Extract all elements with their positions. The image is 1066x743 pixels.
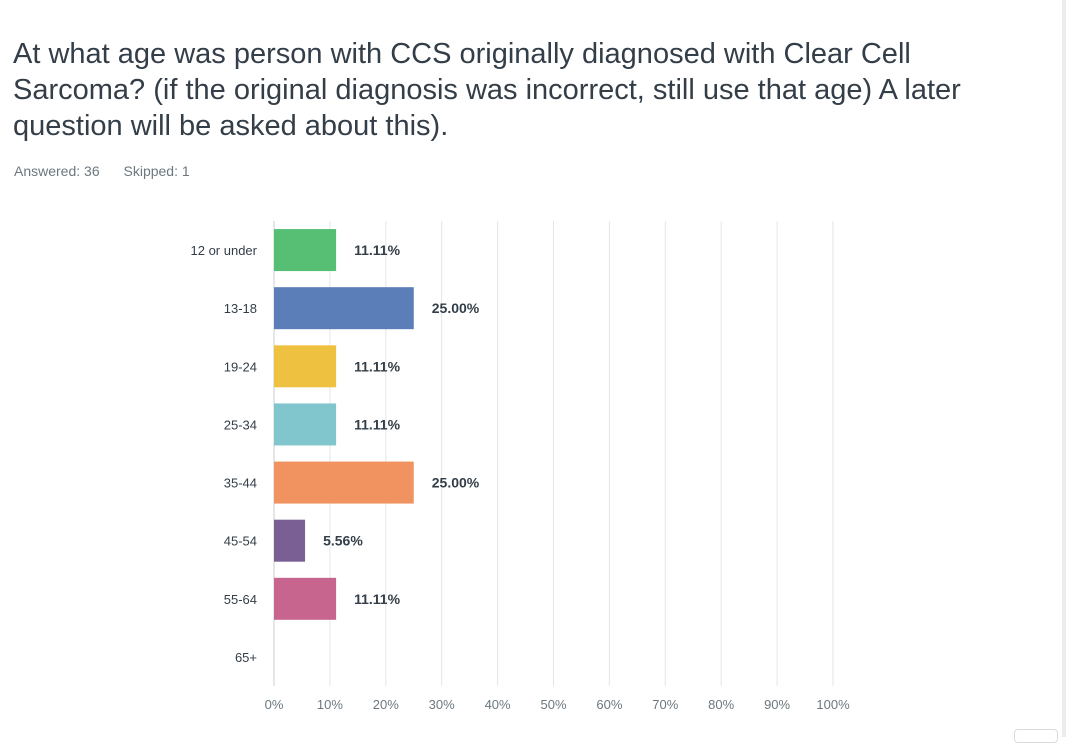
bar-value-label: 11.11% bbox=[354, 591, 400, 607]
bar bbox=[274, 403, 337, 446]
x-tick-label: 30% bbox=[429, 697, 455, 712]
x-tick-label: 60% bbox=[596, 697, 622, 712]
x-tick-label: 50% bbox=[540, 697, 566, 712]
response-stats: Answered: 36 Skipped: 1 bbox=[14, 163, 190, 179]
bar-value-label: 11.11% bbox=[354, 242, 400, 258]
category-label: 35-44 bbox=[224, 476, 257, 491]
bar-value-label: 25.00% bbox=[432, 300, 480, 316]
bar bbox=[274, 519, 306, 562]
x-tick-label: 70% bbox=[652, 697, 678, 712]
x-tick-label: 80% bbox=[708, 697, 734, 712]
bar-value-label: 25.00% bbox=[432, 475, 480, 491]
bar-value-label: 5.56% bbox=[323, 533, 363, 549]
x-tick-label: 90% bbox=[764, 697, 790, 712]
category-label: 45-54 bbox=[224, 534, 257, 549]
bar bbox=[274, 345, 337, 388]
skipped-count: Skipped: 1 bbox=[123, 163, 190, 179]
bar bbox=[274, 229, 337, 272]
x-tick-label: 20% bbox=[373, 697, 399, 712]
x-tick-label: 0% bbox=[265, 697, 284, 712]
bar bbox=[274, 461, 414, 504]
x-tick-label: 40% bbox=[485, 697, 511, 712]
category-label: 25-34 bbox=[224, 417, 257, 432]
corner-control[interactable] bbox=[1014, 729, 1058, 743]
bar bbox=[274, 577, 337, 620]
x-tick-label: 100% bbox=[816, 697, 850, 712]
question-title: At what age was person with CCS original… bbox=[13, 38, 961, 142]
category-label: 12 or under bbox=[191, 243, 258, 258]
category-label: 65+ bbox=[235, 650, 257, 665]
category-label: 19-24 bbox=[224, 359, 257, 374]
category-label: 13-18 bbox=[224, 301, 257, 316]
answered-count: Answered: 36 bbox=[14, 163, 100, 179]
category-label: 55-64 bbox=[224, 592, 257, 607]
right-edge-rule bbox=[1062, 0, 1066, 737]
bar-value-label: 11.11% bbox=[354, 416, 400, 432]
x-tick-label: 10% bbox=[317, 697, 343, 712]
bar-value-label: 11.11% bbox=[354, 358, 400, 374]
bar bbox=[274, 287, 414, 330]
